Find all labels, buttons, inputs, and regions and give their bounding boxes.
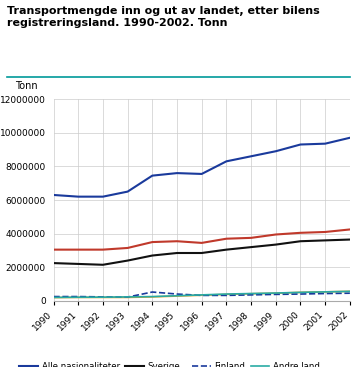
Danmark [249,291,253,296]
Alle nasjonaliteter [348,135,352,140]
Line: Alle nasjonaliteter: Alle nasjonaliteter [54,138,350,197]
Alle nasjonaliteter [200,172,204,176]
Alle nasjonaliteter [51,193,56,197]
Finland [274,292,278,297]
Finland [298,292,303,296]
Alle nasjonaliteter [274,149,278,153]
Danmark [323,290,327,294]
Line: Norge: Norge [54,229,350,250]
Sverige [224,247,228,252]
Sverige [126,258,130,263]
Norge [224,236,228,241]
Finland [101,295,105,299]
Andre land [101,295,105,299]
Finland [76,294,80,299]
Norge [101,247,105,252]
Andre land [224,292,228,296]
Text: Tonn: Tonn [15,81,37,91]
Sverige [101,262,105,267]
Danmark [224,292,228,297]
Alle nasjonaliteter [323,141,327,146]
Andre land [175,294,179,298]
Norge [274,232,278,237]
Danmark [348,289,352,294]
Norge [323,230,327,234]
Danmark [175,294,179,298]
Finland [126,295,130,299]
Line: Andre land: Andre land [54,291,350,297]
Sverige [323,238,327,243]
Sverige [76,262,80,266]
Danmark [200,293,204,297]
Line: Sverige: Sverige [54,240,350,265]
Danmark [126,295,130,299]
Norge [348,227,352,232]
Text: Transportmengde inn og ut av landet, etter bilens
registreringsland. 1990-2002. : Transportmengde inn og ut av landet, ett… [7,6,320,28]
Finland [348,291,352,295]
Alle nasjonaliteter [76,195,80,199]
Andre land [76,295,80,299]
Danmark [76,295,80,299]
Danmark [51,295,56,300]
Alle nasjonaliteter [101,195,105,199]
Norge [76,247,80,252]
Finland [323,291,327,296]
Norge [200,241,204,245]
Sverige [298,239,303,243]
Sverige [51,261,56,265]
Andre land [348,289,352,294]
Norge [298,230,303,235]
Finland [51,294,56,299]
Andre land [126,295,130,299]
Sverige [249,245,253,249]
Danmark [101,295,105,299]
Finland [200,293,204,298]
Andre land [298,290,303,295]
Line: Finland: Finland [54,292,350,297]
Sverige [175,251,179,255]
Alle nasjonaliteter [175,171,179,175]
Norge [51,247,56,252]
Andre land [150,294,155,299]
Alle nasjonaliteter [298,142,303,147]
Legend: Alle nasjonaliteter, Norge, Sverige, Danmark, Finland, Andre land: Alle nasjonaliteter, Norge, Sverige, Dan… [19,362,320,367]
Alle nasjonaliteter [150,174,155,178]
Andre land [51,295,56,299]
Danmark [150,295,155,299]
Andre land [249,291,253,296]
Norge [126,246,130,250]
Norge [150,240,155,244]
Andre land [200,293,204,297]
Andre land [274,291,278,295]
Alle nasjonaliteter [224,159,228,164]
Sverige [150,253,155,258]
Andre land [323,290,327,294]
Finland [175,292,179,296]
Finland [150,290,155,294]
Norge [175,239,179,243]
Alle nasjonaliteter [126,189,130,194]
Finland [249,293,253,297]
Finland [224,293,228,298]
Alle nasjonaliteter [249,154,253,159]
Sverige [200,251,204,255]
Danmark [298,290,303,295]
Sverige [274,242,278,247]
Sverige [348,237,352,242]
Norge [249,236,253,240]
Danmark [274,291,278,295]
Line: Danmark: Danmark [54,291,350,298]
